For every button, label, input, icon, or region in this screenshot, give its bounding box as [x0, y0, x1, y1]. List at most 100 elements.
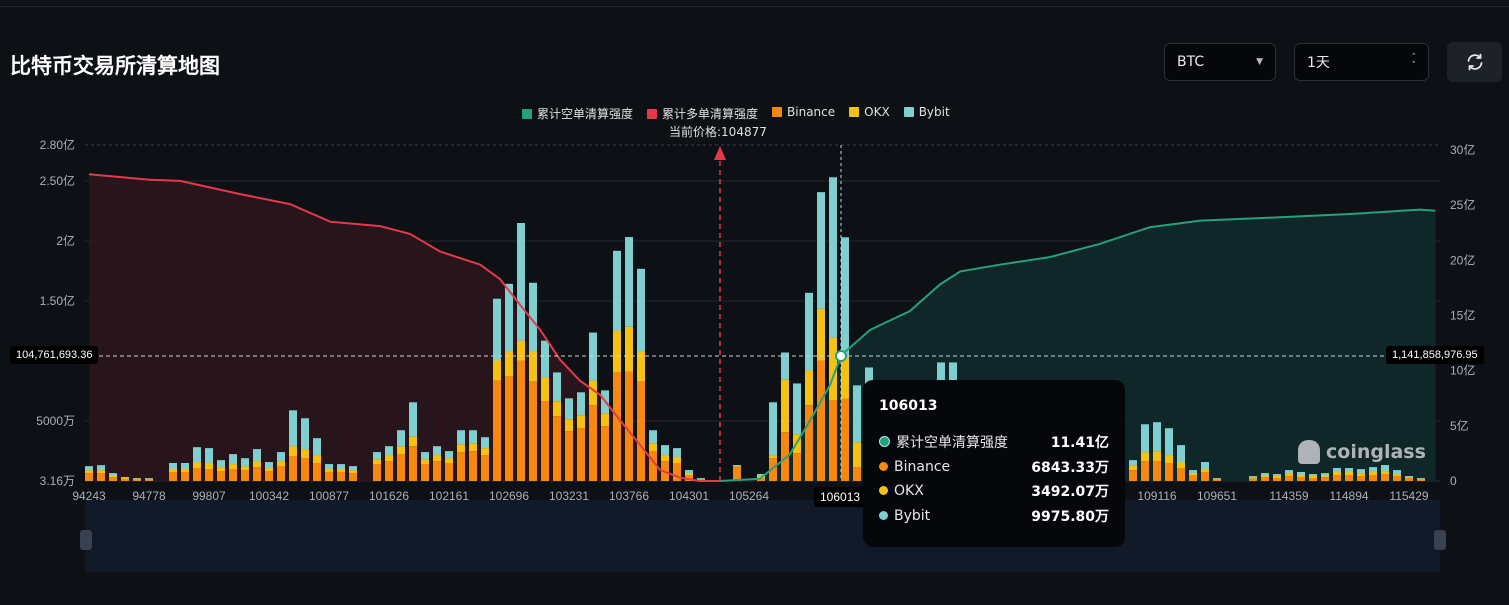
legend-item-bybit[interactable]: Bybit: [903, 105, 950, 122]
bar-stack: [373, 452, 381, 481]
bar-bybit: [661, 445, 669, 456]
coinglass-watermark: coinglass: [1298, 440, 1426, 464]
refresh-button[interactable]: [1447, 42, 1502, 82]
right-axis-tick-label: 15亿: [1450, 308, 1475, 323]
bar-bybit: [1321, 473, 1329, 475]
bar-binance: [733, 467, 741, 481]
bar-stack: [565, 398, 573, 481]
bar-okx: [217, 467, 225, 472]
bar-binance: [217, 471, 225, 481]
bar-bybit: [421, 452, 429, 460]
bar-binance: [589, 405, 597, 481]
bar-binance: [601, 426, 609, 481]
zoom-slider-handle-left[interactable]: [80, 530, 92, 550]
bar-stack: [1345, 468, 1353, 481]
legend-item-long-cumulative[interactable]: 累计多单清算强度: [647, 105, 758, 122]
bar-binance: [325, 472, 333, 481]
bar-bybit: [793, 383, 801, 435]
bar-stack: [805, 292, 813, 481]
bar-stack: [205, 448, 213, 481]
bar-bybit: [313, 438, 321, 456]
left-axis-tick-label: 1.50亿: [40, 293, 75, 308]
bar-stack: [817, 192, 825, 481]
coin-select[interactable]: BTC ▼: [1164, 43, 1276, 81]
bar-binance: [493, 380, 501, 481]
bar-bybit: [853, 385, 861, 443]
bar-binance: [181, 472, 189, 481]
legend-item-short-cumulative[interactable]: 累计空单清算强度: [522, 105, 633, 122]
bar-stack: [1417, 478, 1425, 481]
bar-binance: [805, 405, 813, 481]
legend-item-okx[interactable]: OKX: [849, 105, 890, 122]
bar-bybit: [577, 392, 585, 416]
bar-okx: [253, 461, 261, 468]
bar-okx: [685, 472, 693, 475]
bar-stack: [637, 268, 645, 481]
bar-okx: [1309, 475, 1317, 478]
chart-legend: 累计空单清算强度 累计多单清算强度 Binance OKX Bybit: [522, 105, 950, 122]
coin-select-value: BTC: [1177, 54, 1205, 70]
bar-stack: [505, 283, 513, 481]
legend-label: OKX: [864, 105, 890, 119]
bar-stack: [121, 477, 129, 481]
bar-stack: [445, 451, 453, 481]
bar-stack: [1141, 424, 1149, 481]
bar-okx: [421, 459, 429, 465]
bar-stack: [1201, 462, 1209, 481]
bar-stack: [133, 478, 141, 481]
bar-binance: [841, 398, 849, 481]
x-axis-tick-label: 114894: [1329, 489, 1368, 503]
bar-binance: [301, 458, 309, 481]
bar-bybit: [1285, 470, 1293, 474]
bar-binance: [1393, 476, 1401, 481]
bar-bybit: [1249, 476, 1257, 478]
bar-binance: [1273, 478, 1281, 481]
bar-okx: [85, 470, 93, 474]
bar-stack: [85, 466, 93, 481]
bar-bybit: [625, 237, 633, 327]
bar-bybit: [817, 192, 825, 309]
right-axis-tick-label: 30亿: [1450, 142, 1475, 157]
bar-bybit: [397, 430, 405, 447]
bar-binance: [1189, 475, 1197, 481]
right-axis-tick-label: 20亿: [1450, 252, 1475, 267]
current-price-label: 当前价格:104877: [669, 125, 767, 139]
bar-stack: [613, 250, 621, 481]
bar-binance: [673, 463, 681, 481]
bar-okx: [1177, 462, 1185, 469]
bar-okx: [169, 469, 177, 472]
bar-stack: [481, 437, 489, 481]
bar-bybit: [1189, 470, 1197, 473]
x-axis-tick-label: 109116: [1137, 489, 1176, 503]
bar-stack: [1333, 468, 1341, 481]
bar-binance: [793, 453, 801, 481]
period-select[interactable]: 1天 ˄ ˅: [1294, 43, 1429, 81]
bar-okx: [397, 446, 405, 455]
bar-okx: [265, 468, 273, 472]
bar-bybit: [673, 448, 681, 457]
tooltip-label: Bybit: [894, 507, 931, 524]
bar-binance: [265, 471, 273, 481]
legend-item-binance[interactable]: Binance: [772, 105, 835, 122]
period-select-value: 1天: [1307, 55, 1330, 71]
bar-stack: [433, 446, 441, 481]
bar-okx: [433, 455, 441, 462]
crosshair-left-value: 104,761,693.36: [10, 346, 99, 364]
bar-bybit: [613, 250, 621, 331]
bar-stack: [301, 418, 309, 481]
bar-okx: [553, 401, 561, 417]
bar-okx: [1189, 472, 1197, 475]
bar-stack: [1177, 445, 1185, 481]
bar-okx: [517, 340, 525, 361]
bar-stack: [397, 430, 405, 481]
crosshair-x-value: 106013: [814, 487, 867, 507]
bar-bybit: [733, 465, 741, 467]
bar-bybit: [1345, 468, 1353, 472]
x-axis-tick-label: 115429: [1389, 489, 1428, 503]
bar-stack: [793, 383, 801, 481]
zoom-slider-handle-right[interactable]: [1434, 530, 1446, 550]
bar-bybit: [97, 465, 105, 471]
tooltip-row-okx: OKX 3492.07万: [879, 479, 1109, 504]
bar-stack: [553, 372, 561, 481]
